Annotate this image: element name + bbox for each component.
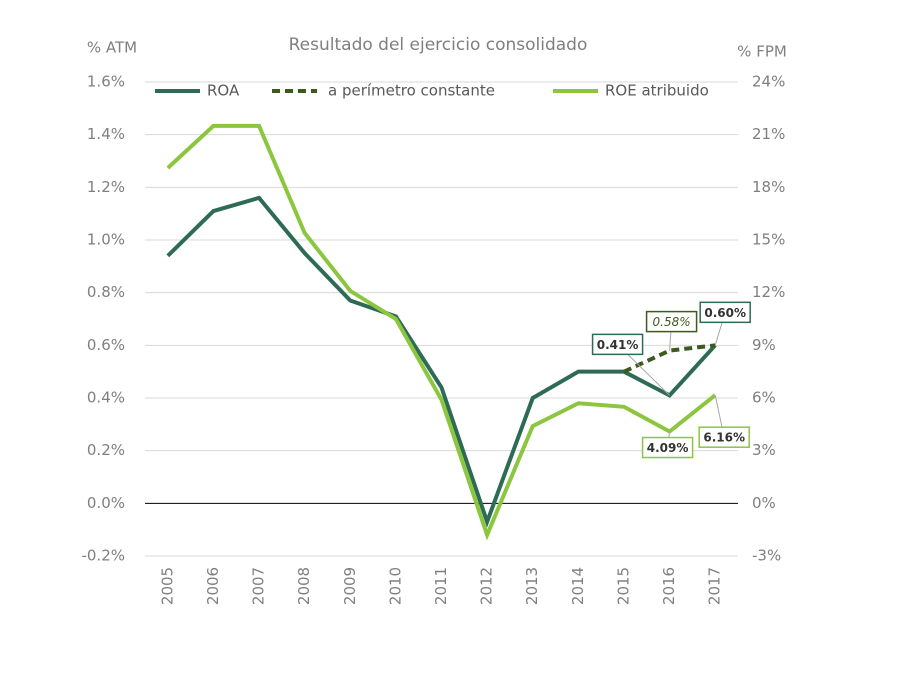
x-tick-label: 2005 bbox=[158, 567, 176, 605]
x-tick-label: 2011 bbox=[432, 567, 450, 605]
label-box bbox=[645, 310, 698, 333]
x-tick-label: 2010 bbox=[386, 567, 404, 605]
y2-tick-label: 6% bbox=[752, 389, 776, 407]
label-box bbox=[591, 333, 644, 356]
chart-title: Resultado del ejercicio consolidado bbox=[289, 35, 588, 55]
series-line bbox=[623, 343, 716, 374]
y2-tick-label: -3% bbox=[752, 547, 781, 565]
data-label: 6.16% bbox=[703, 431, 745, 445]
y-tick-label: 1.2% bbox=[87, 178, 125, 196]
x-tick-label: 2016 bbox=[660, 567, 678, 605]
y2-tick-label: 21% bbox=[752, 125, 785, 143]
y2-tick-label: 9% bbox=[752, 336, 776, 354]
x-tick-label: 2012 bbox=[478, 567, 496, 605]
y2-tick-label: 24% bbox=[752, 73, 785, 91]
legend-label: ROE atribuido bbox=[605, 82, 709, 100]
legend-label: a perímetro constante bbox=[328, 82, 495, 100]
y-tick-label: 1.0% bbox=[87, 231, 125, 249]
y2-tick-label: 18% bbox=[752, 178, 785, 196]
y-tick-label: 1.4% bbox=[87, 125, 125, 143]
y2-tick-label: 3% bbox=[752, 441, 776, 459]
y-tick-label: -0.2% bbox=[81, 547, 125, 565]
label-box bbox=[698, 426, 750, 448]
data-label: 0.41% bbox=[597, 338, 639, 352]
x-tick-label: 2013 bbox=[523, 567, 541, 605]
data-label: 4.09% bbox=[647, 441, 689, 455]
y-tick-label: 0.6% bbox=[87, 336, 125, 354]
y2-tick-label: 0% bbox=[752, 494, 776, 512]
legend-label: ROA bbox=[207, 82, 240, 100]
y-axis-title: % ATM bbox=[87, 39, 137, 57]
label-box bbox=[699, 301, 751, 324]
data-label: 0.60% bbox=[704, 306, 746, 320]
x-tick-label: 2017 bbox=[706, 567, 724, 605]
x-tick-label: 2007 bbox=[250, 567, 268, 605]
x-tick-label: 2009 bbox=[341, 567, 359, 605]
y-tick-label: 0.2% bbox=[87, 441, 125, 459]
y2-axis-title: % FPM bbox=[737, 43, 787, 61]
y-tick-label: 0.0% bbox=[87, 494, 125, 512]
x-tick-label: 2008 bbox=[295, 567, 313, 605]
series-line bbox=[166, 123, 717, 541]
x-tick-label: 2014 bbox=[569, 567, 587, 605]
label-box bbox=[641, 436, 694, 459]
data-label: 0.58% bbox=[653, 315, 691, 329]
y-tick-label: 0.8% bbox=[87, 283, 125, 301]
y-tick-label: 1.6% bbox=[87, 73, 125, 91]
y2-tick-label: 12% bbox=[752, 283, 785, 301]
x-tick-label: 2006 bbox=[204, 567, 222, 605]
y2-tick-label: 15% bbox=[752, 231, 785, 249]
x-tick-label: 2015 bbox=[614, 567, 632, 605]
y-tick-label: 0.4% bbox=[87, 389, 125, 407]
